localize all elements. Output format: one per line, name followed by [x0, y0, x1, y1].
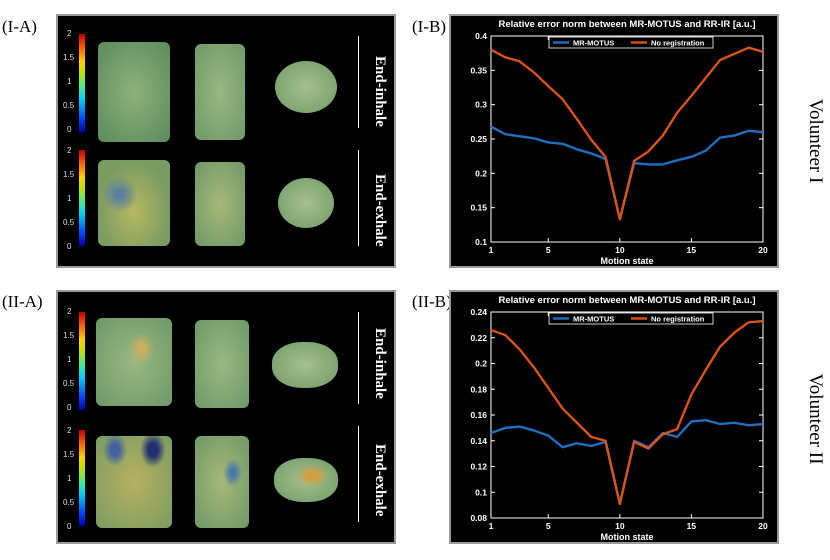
- colorbar-tick: 1: [67, 194, 72, 203]
- colorbar-tick: 0: [67, 242, 72, 251]
- series-line-no-registration: [490, 46, 764, 221]
- x-tick-label: 5: [546, 521, 551, 531]
- phase-label-inhale: End-inhale: [372, 56, 388, 127]
- x-tick-label: 10: [615, 521, 625, 531]
- sagittal-slice-inhale: [195, 320, 249, 408]
- y-tick-label: 0.4: [475, 31, 487, 41]
- y-tick-label: 0.24: [470, 307, 487, 317]
- legend-entry: MR-MOTUS: [573, 39, 614, 48]
- phase-label-inhale: End-inhale: [372, 328, 388, 399]
- x-tick-label: 1: [489, 521, 494, 531]
- y-tick-label: 0.12: [470, 462, 487, 472]
- coronal-slice-exhale: [98, 160, 170, 246]
- x-tick-label: 5: [546, 245, 551, 255]
- colorbar-tick: 0.5: [63, 498, 75, 507]
- chart-panel-volunteer-1: Relative error norm between MR-MOTUS and…: [449, 14, 779, 268]
- y-tick-label: 0.35: [470, 65, 487, 75]
- colorbar-tick: 2: [67, 146, 72, 155]
- panel-label-iib: (II-B): [412, 292, 452, 311]
- series-line-mr-motus: [490, 418, 764, 506]
- axial-slice-exhale: [274, 458, 338, 502]
- chart-volunteer-1: Relative error norm between MR-MOTUS and…: [470, 19, 768, 266]
- x-axis-label: Motion state: [601, 532, 654, 542]
- series-line-no-registration: [490, 319, 764, 506]
- x-tick-label: 10: [615, 245, 625, 255]
- colorbar-top-exhale: [79, 150, 85, 246]
- sagittal-slice-inhale: [195, 44, 245, 140]
- volunteer-label-1: Volunteer I: [805, 98, 826, 184]
- y-tick-label: 0.18: [470, 384, 487, 394]
- chart-volunteer-2: Relative error norm between MR-MOTUS and…: [470, 295, 768, 542]
- colorbar-tick: 0: [67, 125, 72, 134]
- phase-divider: [358, 312, 359, 404]
- axial-slice-exhale: [278, 178, 334, 228]
- colorbar-tick: 1.5: [63, 450, 75, 459]
- chart-title: Relative error norm between MR-MOTUS and…: [498, 19, 755, 30]
- image-panel-volunteer-2: 2 1.5 1 0.5 0 End-inhale 2 1.5 1 0.5 0 E…: [56, 290, 396, 544]
- x-tick-label: 15: [687, 521, 697, 531]
- colorbar-tick: 1: [67, 474, 72, 483]
- colorbar-tick: 1.5: [63, 53, 75, 62]
- legend-entry: No registration: [651, 39, 705, 48]
- y-tick-label: 0.22: [470, 333, 487, 343]
- sagittal-slice-exhale: [195, 436, 249, 528]
- phase-divider: [358, 150, 359, 246]
- colorbar-tick: 2: [67, 29, 72, 38]
- image-panel-volunteer-1: 2 1.5 1 0.5 0 End-inhale 2 1.5 1 0.5 0 E…: [56, 14, 396, 268]
- colorbar-tick: 0: [67, 403, 72, 412]
- x-axis-label: Motion state: [601, 256, 654, 266]
- colorbar-tick: 1: [67, 77, 72, 86]
- colorbar-bottom-inhale: [79, 312, 85, 410]
- y-tick-label: 0.1: [475, 487, 487, 497]
- colorbar-tick: 1.5: [63, 331, 75, 340]
- colorbar-tick: 0.5: [63, 379, 75, 388]
- y-tick-label: 0.08: [470, 513, 487, 523]
- axial-slice-inhale: [272, 342, 338, 388]
- axial-slice-inhale: [275, 61, 337, 113]
- plot-area-frame: [490, 311, 764, 519]
- volunteer-label-2: Volunteer II: [805, 373, 826, 465]
- series-line-mr-motus: [490, 125, 764, 221]
- panel-label-ib: (I-B): [412, 17, 446, 36]
- phase-label-exhale: End-exhale: [372, 444, 388, 517]
- y-tick-label: 0.25: [470, 134, 487, 144]
- panel-label-ia: (I-A): [2, 17, 37, 36]
- colorbar-top-inhale: [79, 34, 85, 132]
- y-tick-label: 0.2: [475, 168, 487, 178]
- colorbar-tick: 0.5: [63, 218, 75, 227]
- panel-label-iia: (II-A): [2, 292, 43, 311]
- y-tick-label: 0.1: [475, 237, 487, 247]
- colorbar-tick: 1: [67, 355, 72, 364]
- y-tick-label: 0.2: [475, 359, 487, 369]
- colorbar-tick: 1.5: [63, 170, 75, 179]
- sagittal-slice-exhale: [195, 162, 245, 246]
- colorbar-tick: 2: [67, 307, 72, 316]
- legend-entry: MR-MOTUS: [573, 315, 614, 324]
- chart-panel-volunteer-2: Relative error norm between MR-MOTUS and…: [449, 290, 779, 544]
- y-tick-label: 0.16: [470, 410, 487, 420]
- phase-divider: [358, 36, 359, 128]
- x-tick-label: 20: [758, 245, 768, 255]
- legend-entry: No registration: [651, 315, 705, 324]
- phase-divider: [358, 426, 359, 522]
- x-tick-label: 20: [758, 521, 768, 531]
- coronal-slice-inhale: [98, 42, 170, 142]
- y-tick-label: 0.3: [475, 100, 487, 110]
- colorbar-tick: 0: [67, 522, 72, 531]
- colorbar-tick: 0.5: [63, 101, 75, 110]
- y-tick-label: 0.14: [470, 436, 487, 446]
- coronal-slice-exhale: [96, 436, 172, 528]
- colorbar-bottom-exhale: [79, 430, 85, 526]
- x-tick-label: 15: [687, 245, 697, 255]
- y-tick-label: 0.15: [470, 203, 487, 213]
- coronal-slice-inhale: [96, 318, 172, 406]
- colorbar-tick: 2: [67, 426, 72, 435]
- x-tick-label: 1: [489, 245, 494, 255]
- phase-label-exhale: End-exhale: [372, 174, 388, 247]
- chart-title: Relative error norm between MR-MOTUS and…: [498, 295, 755, 306]
